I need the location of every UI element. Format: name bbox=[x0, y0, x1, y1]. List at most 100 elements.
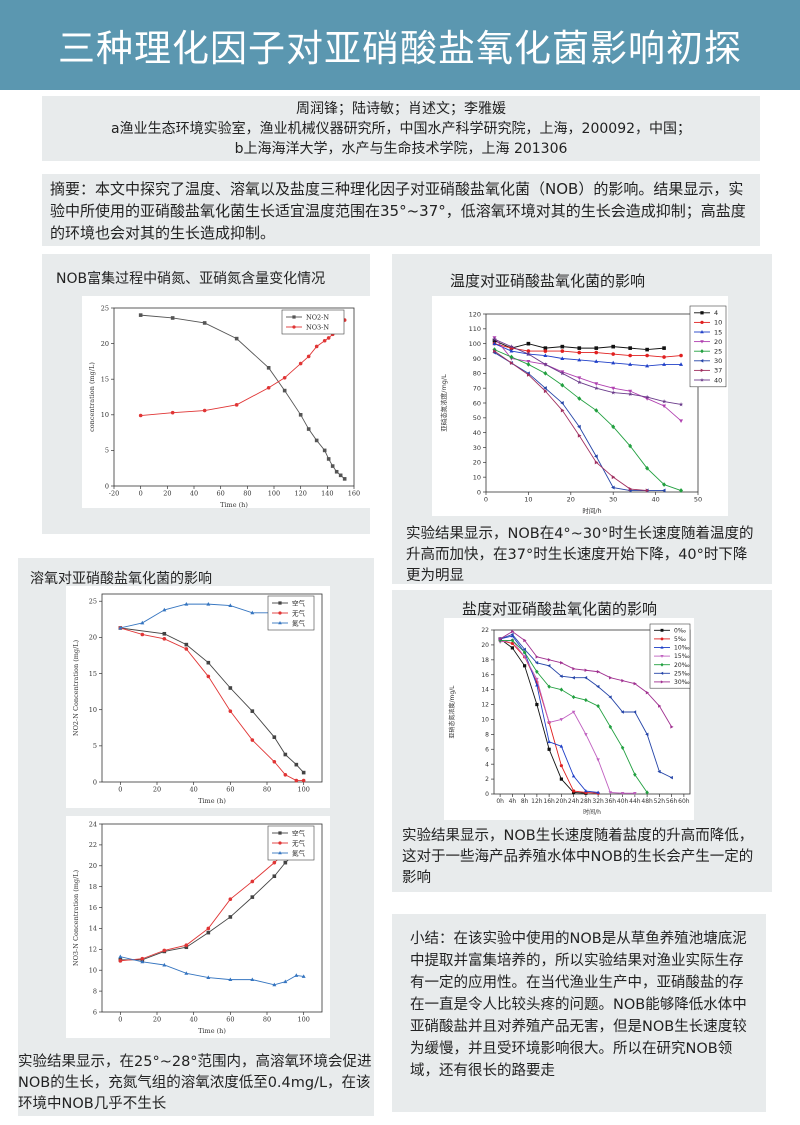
data-point-7 bbox=[509, 344, 514, 349]
data-point-0 bbox=[298, 413, 303, 417]
legend-box bbox=[281, 309, 345, 335]
data-point-4 bbox=[522, 650, 527, 655]
legend-marker bbox=[278, 831, 282, 835]
data-point-0 bbox=[326, 457, 331, 461]
data-point-1 bbox=[283, 772, 288, 777]
legend-marker bbox=[700, 340, 704, 344]
data-point-0 bbox=[306, 427, 311, 431]
data-point-2 bbox=[662, 362, 667, 366]
data-point-1 bbox=[301, 778, 306, 783]
data-point-4 bbox=[559, 687, 564, 692]
series-line-0 bbox=[499, 638, 586, 794]
data-point-0 bbox=[510, 646, 514, 650]
data-point-7 bbox=[678, 402, 684, 407]
y-tick-label: 15 bbox=[89, 670, 97, 678]
data-point-1 bbox=[294, 778, 299, 783]
series-line-4 bbox=[500, 639, 648, 793]
series-line-1 bbox=[494, 343, 682, 358]
data-point-3 bbox=[526, 360, 531, 364]
legend-marker bbox=[660, 671, 664, 675]
caption-temperature: 温度对亚硝酸盐氧化菌的影响 bbox=[450, 272, 646, 290]
plot-frame bbox=[101, 593, 323, 783]
legend-label: 10‰ bbox=[674, 645, 690, 652]
data-point-3 bbox=[608, 791, 613, 795]
data-point-1 bbox=[322, 338, 327, 343]
data-point-0 bbox=[206, 930, 211, 935]
data-point-6 bbox=[670, 725, 674, 729]
data-point-2 bbox=[162, 962, 167, 967]
legend-marker bbox=[700, 368, 704, 373]
data-point-5 bbox=[620, 710, 624, 714]
x-tick-label: 12h bbox=[531, 798, 543, 805]
data-point-0 bbox=[283, 860, 288, 865]
data-point-0 bbox=[577, 346, 582, 350]
data-point-6 bbox=[523, 638, 527, 643]
data-point-1 bbox=[140, 956, 145, 961]
y-tick-label: 22 bbox=[481, 627, 489, 634]
data-point-2 bbox=[679, 362, 684, 366]
data-point-5 bbox=[661, 488, 666, 493]
data-point-1 bbox=[162, 948, 167, 953]
data-point-5 bbox=[611, 485, 615, 490]
data-point-6 bbox=[510, 360, 514, 365]
data-point-5 bbox=[608, 695, 612, 699]
data-point-1 bbox=[162, 637, 167, 641]
x-tick-label: 44h bbox=[629, 798, 641, 805]
data-point-5 bbox=[560, 401, 564, 405]
y-tick-label: 10 bbox=[473, 473, 481, 481]
data-point-5 bbox=[547, 664, 551, 668]
data-point-1 bbox=[234, 403, 239, 407]
x-tick-label: 0 bbox=[139, 490, 143, 498]
data-point-1 bbox=[282, 375, 287, 380]
data-point-1 bbox=[228, 897, 233, 901]
y-axis-label: NO2-N Concentration (mg/L) bbox=[72, 639, 80, 736]
panel-temperature: 温度对亚硝酸盐氧化菌的影响 0 10 20 30 40 50 60 70 80 90 100 110 1… bbox=[392, 254, 772, 584]
data-point-2 bbox=[250, 610, 255, 615]
data-point-1 bbox=[679, 353, 683, 358]
data-point-6 bbox=[611, 475, 616, 480]
data-point-5 bbox=[510, 632, 514, 637]
x-axis-label: Time (h) bbox=[220, 501, 248, 508]
data-point-1 bbox=[228, 709, 233, 713]
data-point-5 bbox=[522, 647, 526, 652]
x-tick-label: 120 bbox=[294, 490, 306, 498]
legend-marker bbox=[660, 654, 664, 658]
x-tick-label: 52h bbox=[654, 798, 666, 805]
data-point-1 bbox=[572, 789, 576, 793]
legend-marker bbox=[660, 628, 664, 632]
y-tick-label: 20 bbox=[89, 634, 97, 642]
y-tick-label: 8 bbox=[485, 731, 489, 738]
y-tick-label: 0 bbox=[485, 791, 489, 798]
legend-marker bbox=[700, 330, 704, 334]
chart-enrichment-frame: 0 5 10 15 20 25 -20 0 20 40 60 80 100 120 140 160 Time (… bbox=[82, 296, 378, 509]
data-point-0 bbox=[330, 464, 335, 468]
data-point-0 bbox=[662, 346, 666, 350]
y-tick-label: 2 bbox=[485, 776, 489, 783]
data-point-2 bbox=[206, 601, 211, 606]
y-tick-label: 80 bbox=[473, 370, 481, 378]
series-line-4 bbox=[494, 349, 682, 491]
legend-label: 20 bbox=[714, 338, 722, 346]
legend-label: 37 bbox=[714, 367, 722, 375]
summary: 小结：在该实验中使用的NOB是从草鱼养殖池塘底泥中提取并富集培养的，所以实验结果… bbox=[392, 914, 766, 1112]
data-point-6 bbox=[658, 704, 662, 708]
data-point-1 bbox=[202, 408, 207, 413]
data-point-3 bbox=[628, 389, 633, 394]
data-point-3 bbox=[633, 791, 637, 796]
data-point-1 bbox=[118, 959, 123, 963]
data-point-6 bbox=[526, 372, 531, 377]
x-tick-label: 60 bbox=[217, 490, 225, 498]
legend-label: 4 bbox=[714, 309, 718, 317]
panel-enrichment: NOB富集过程中硝氮、亚硝氮含量变化情况 0 5 10 15 20 25 -20 0 20 40 6… bbox=[42, 254, 378, 534]
x-tick-label: 40 bbox=[651, 496, 659, 504]
data-point-4 bbox=[584, 697, 588, 703]
legend-marker bbox=[660, 662, 664, 667]
data-point-0 bbox=[523, 664, 527, 668]
data-point-0 bbox=[560, 344, 565, 349]
data-point-5 bbox=[571, 675, 575, 680]
data-point-1 bbox=[645, 353, 649, 358]
data-point-6 bbox=[511, 629, 515, 634]
data-point-0 bbox=[138, 313, 143, 317]
y-tick-label: 0 bbox=[93, 778, 97, 786]
y-axis-label: concentration (mg/L) bbox=[88, 362, 96, 432]
